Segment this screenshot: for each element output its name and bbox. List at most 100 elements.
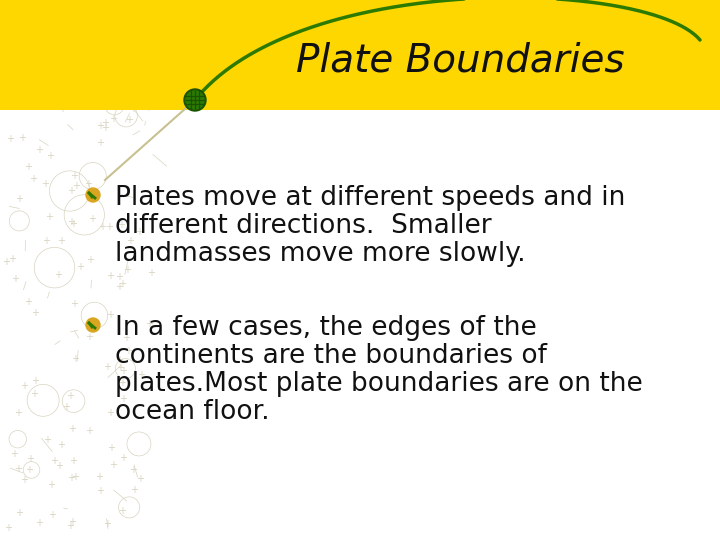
Text: +: + — [135, 227, 143, 237]
Text: +: + — [101, 34, 109, 44]
Circle shape — [86, 188, 100, 202]
Text: +: + — [130, 104, 138, 114]
Text: +: + — [119, 394, 127, 404]
Text: +: + — [116, 362, 124, 373]
Text: +: + — [130, 485, 138, 495]
Circle shape — [86, 318, 100, 332]
Text: +: + — [27, 36, 35, 45]
Text: +: + — [119, 454, 127, 463]
Text: +: + — [8, 254, 16, 264]
Text: +: + — [71, 171, 78, 181]
Text: +: + — [30, 174, 37, 184]
Text: +: + — [18, 133, 26, 143]
Text: +: + — [57, 237, 65, 246]
Text: +: + — [140, 39, 148, 50]
Text: +: + — [36, 90, 44, 99]
Text: +: + — [20, 475, 28, 485]
Text: ocean floor.: ocean floor. — [115, 399, 269, 425]
Text: +: + — [118, 279, 126, 289]
Text: +: + — [35, 145, 43, 154]
Text: +: + — [62, 15, 70, 25]
Text: landmasses move more slowly.: landmasses move more slowly. — [115, 241, 526, 267]
Text: +: + — [43, 435, 51, 445]
Text: +: + — [42, 236, 50, 246]
Text: +: + — [54, 270, 62, 280]
Text: +: + — [6, 134, 14, 144]
Text: +: + — [95, 472, 103, 482]
Text: +: + — [20, 381, 29, 391]
Text: +: + — [148, 268, 156, 278]
Text: +: + — [44, 102, 53, 112]
Text: +: + — [59, 90, 67, 100]
Text: +: + — [76, 262, 84, 272]
Text: +: + — [26, 454, 34, 464]
Text: continents are the boundaries of: continents are the boundaries of — [115, 343, 547, 369]
Text: +: + — [125, 115, 133, 125]
Text: +: + — [14, 408, 22, 418]
Text: +: + — [106, 271, 114, 281]
Text: +: + — [4, 523, 12, 532]
Text: +: + — [114, 272, 122, 282]
Text: +: + — [71, 354, 79, 364]
Text: +: + — [45, 212, 53, 222]
Circle shape — [184, 89, 206, 111]
Text: +: + — [146, 55, 154, 65]
Text: +: + — [67, 186, 75, 195]
Text: +: + — [104, 518, 112, 529]
Text: +: + — [118, 506, 126, 516]
Text: +: + — [10, 449, 18, 459]
Text: +: + — [58, 104, 66, 114]
Text: +: + — [72, 180, 81, 191]
Text: +: + — [50, 456, 58, 465]
Text: +: + — [119, 366, 127, 375]
Text: +: + — [126, 236, 134, 246]
Text: +: + — [33, 33, 41, 44]
Text: +: + — [31, 376, 39, 386]
Text: +: + — [106, 309, 114, 320]
Text: +: + — [117, 220, 125, 231]
Text: +: + — [15, 508, 23, 518]
Text: +: + — [32, 308, 40, 318]
Text: +: + — [35, 518, 43, 528]
Text: Plate Boundaries: Plate Boundaries — [296, 41, 624, 79]
Text: In a few cases, the edges of the: In a few cases, the edges of the — [115, 315, 536, 341]
Text: +: + — [62, 402, 71, 412]
Text: +: + — [88, 214, 96, 224]
Text: +: + — [85, 332, 93, 342]
Bar — [0, 0, 720, 110]
Text: +: + — [55, 461, 63, 470]
Text: +: + — [84, 22, 92, 32]
Text: +: + — [57, 440, 65, 450]
Text: +: + — [24, 298, 32, 307]
Text: +: + — [86, 4, 94, 14]
Text: +: + — [14, 464, 22, 475]
Text: +: + — [68, 217, 76, 227]
Text: plates.Most plate boundaries are on the: plates.Most plate boundaries are on the — [115, 371, 643, 397]
Text: different directions.  Smaller: different directions. Smaller — [115, 213, 492, 239]
Text: +: + — [46, 151, 54, 161]
Text: +: + — [71, 472, 79, 482]
Text: +: + — [107, 443, 114, 453]
Text: +: + — [96, 486, 104, 496]
Text: +: + — [19, 38, 27, 49]
Text: +: + — [86, 255, 94, 265]
Text: +: + — [66, 521, 74, 530]
Text: +: + — [100, 66, 108, 77]
Text: +: + — [118, 378, 126, 388]
Text: +: + — [72, 57, 80, 66]
Text: +: + — [109, 114, 117, 124]
Text: +: + — [22, 25, 30, 35]
Text: +: + — [106, 408, 114, 418]
Text: +: + — [96, 121, 104, 131]
Text: +: + — [113, 92, 121, 102]
Text: +: + — [123, 265, 131, 275]
Text: +: + — [101, 118, 109, 128]
Text: +: + — [66, 391, 74, 401]
Text: +: + — [109, 460, 117, 470]
Text: +: + — [115, 355, 123, 365]
Text: +: + — [68, 517, 76, 527]
Text: +: + — [104, 362, 112, 372]
Text: +: + — [30, 388, 38, 399]
Text: +: + — [102, 58, 109, 68]
Text: +: + — [109, 40, 117, 50]
